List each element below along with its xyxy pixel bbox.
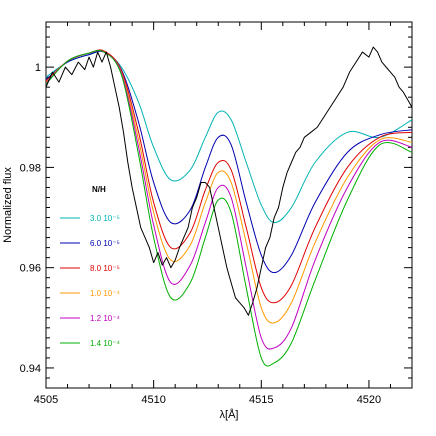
model-curve-5 <box>46 50 412 350</box>
y-tick-label: 0.98 <box>20 162 41 174</box>
x-tick-label: 4505 <box>34 394 58 406</box>
x-tick-label: 4510 <box>141 394 165 406</box>
x-tick-label: 4515 <box>249 394 273 406</box>
legend-label: 8.0 10⁻⁵ <box>90 264 120 273</box>
y-tick-label: 1 <box>35 62 41 74</box>
legend-label: 3.0 10⁻⁵ <box>90 214 120 223</box>
x-axis-label: λ[Å] <box>220 408 239 421</box>
observed-spectrum <box>46 46 412 316</box>
legend-label: 6.0 10⁻⁵ <box>90 239 120 248</box>
x-tick-label: 4520 <box>357 394 381 406</box>
legend-label: 1.2 10⁻⁴ <box>90 314 120 323</box>
y-tick-label: 0.96 <box>20 263 41 275</box>
legend-label: 1.0 10⁻⁴ <box>90 289 120 298</box>
axis-tick-labels: 4505 4510 4515 4520 0.94 0.96 0.98 1 <box>20 62 382 406</box>
legend: N/H 3.0 10⁻⁵ 6.0 10⁻⁵ 8.0 10⁻⁵ 1.0 10⁻⁴ 1.2 1… <box>60 185 120 348</box>
model-curve-1 <box>46 50 412 224</box>
plot-frame <box>45 21 413 389</box>
observed-line <box>46 46 412 316</box>
model-curve-6 <box>46 49 412 367</box>
legend-label: 1.4 10⁻⁴ <box>90 339 120 348</box>
legend-title: N/H <box>92 185 106 194</box>
y-tick-label: 0.94 <box>20 363 41 375</box>
axis-ticks <box>45 22 413 389</box>
y-axis-label: Normalized flux <box>2 167 14 243</box>
